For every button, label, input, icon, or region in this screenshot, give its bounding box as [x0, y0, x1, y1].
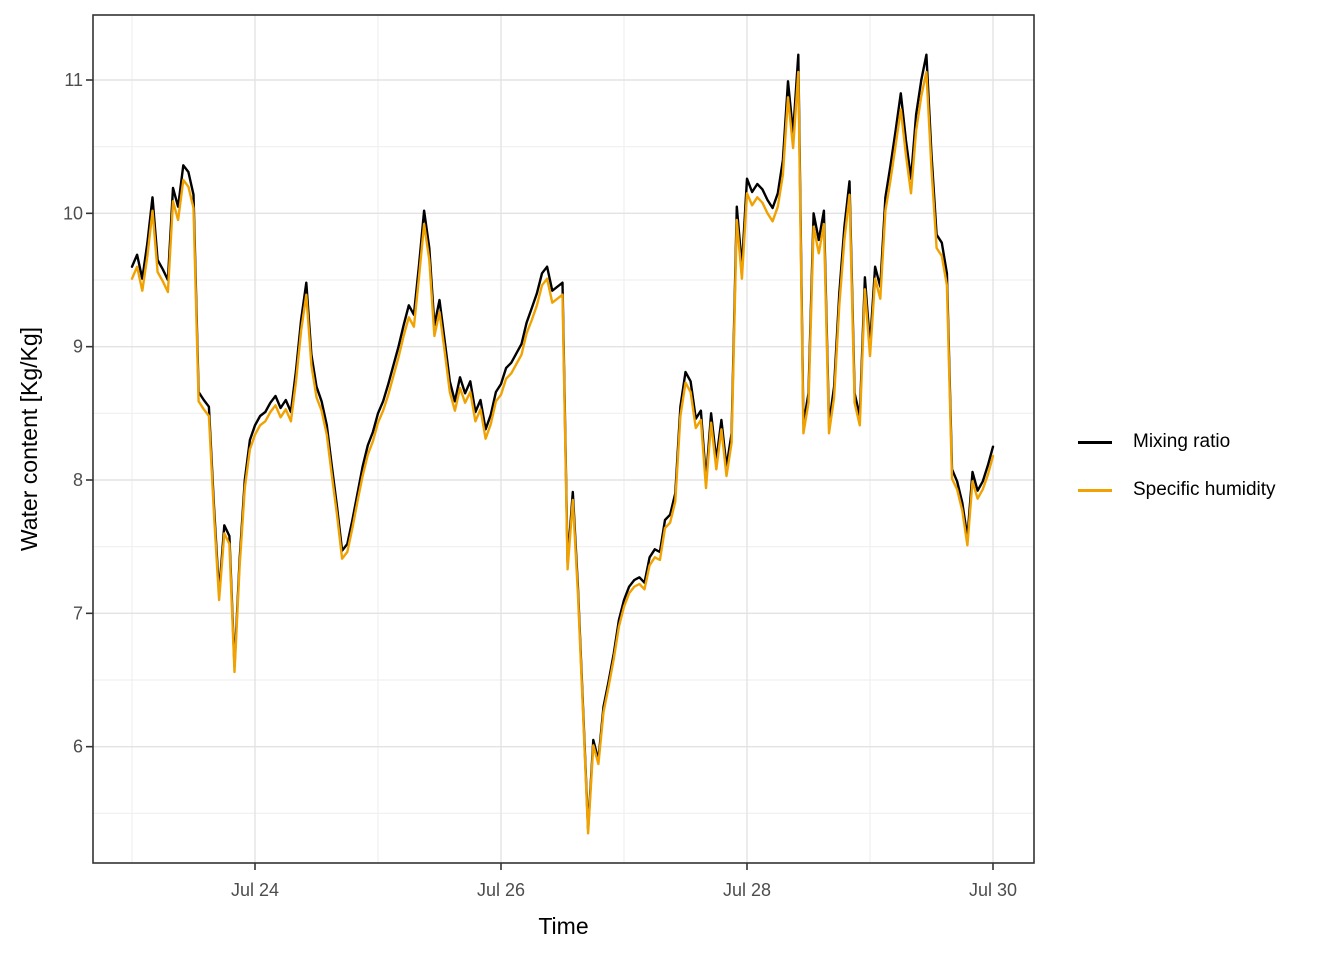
- panel-border: [92, 14, 1035, 864]
- legend-label-mixing-ratio: Mixing ratio: [1133, 431, 1231, 452]
- legend-row-specific-humidity: Specific humidity: [1078, 473, 1276, 507]
- y-tick-label: 10: [63, 203, 83, 223]
- x-axis-title: Time: [538, 913, 589, 939]
- legend-label-specific-humidity: Specific humidity: [1133, 479, 1276, 500]
- legend: Mixing ratio Specific humidity: [1078, 425, 1276, 521]
- y-tick-label: 11: [64, 70, 83, 90]
- mixing-ratio-line-swatch: [1078, 440, 1112, 444]
- specific-humidity-line: [130, 70, 995, 835]
- y-axis-title: Water content [Kg/Kg]: [16, 326, 42, 552]
- x-tick-label: Jul 24: [231, 880, 279, 900]
- specific-humidity-line-swatch: [1078, 488, 1112, 492]
- y-tick-label: 9: [73, 337, 83, 357]
- mixing-ratio-line: [130, 53, 995, 831]
- y-tick-label: 6: [73, 737, 83, 757]
- y-tick-label: 7: [73, 603, 83, 623]
- x-tick-label: Jul 26: [477, 880, 525, 900]
- x-tick-label: Jul 28: [723, 880, 771, 900]
- x-tick-label: Jul 30: [969, 880, 1017, 900]
- y-tick-label: 8: [73, 470, 83, 490]
- legend-row-mixing-ratio: Mixing ratio: [1078, 425, 1276, 459]
